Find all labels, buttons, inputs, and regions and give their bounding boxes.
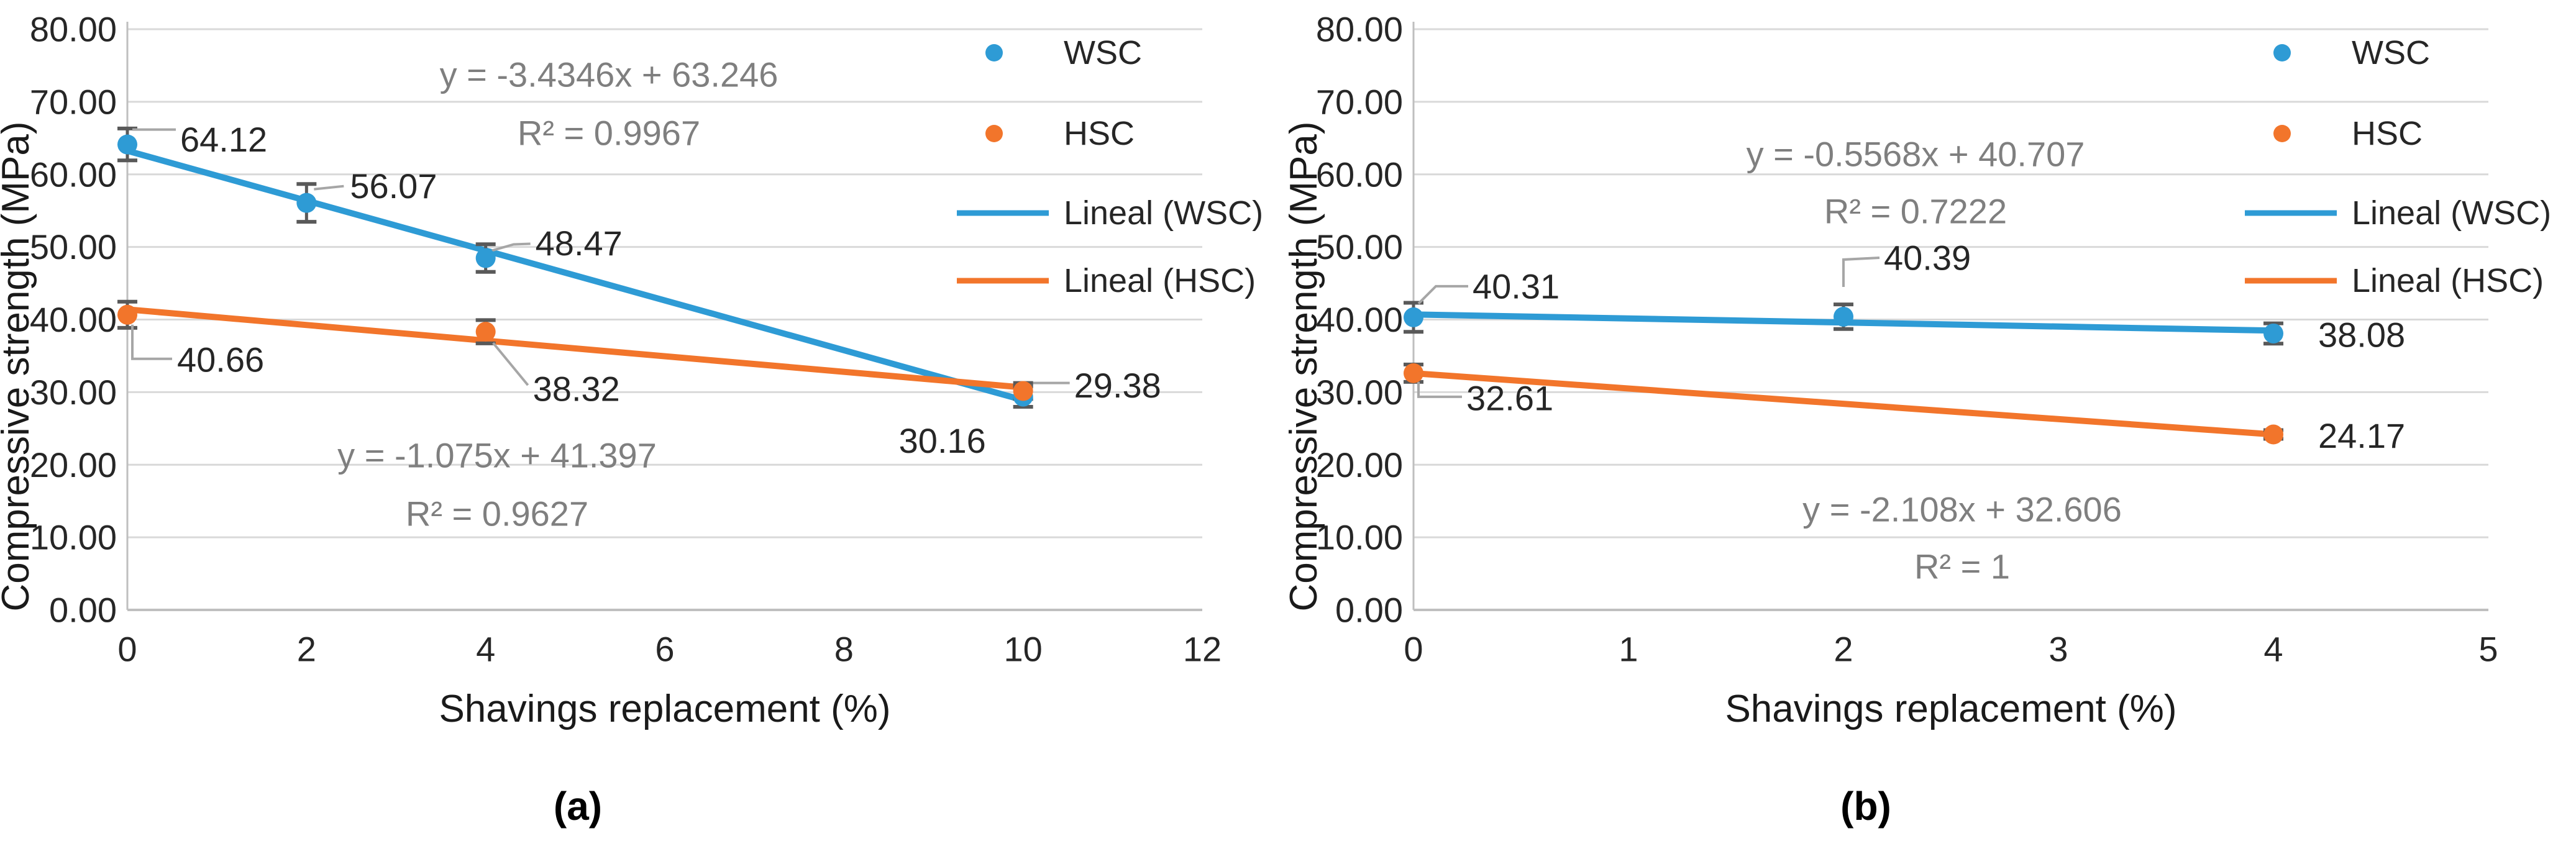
y-tick-label: 70.00 xyxy=(1316,82,1403,121)
data-label-leader xyxy=(491,242,531,252)
legend-label: Lineal (WSC) xyxy=(2352,194,2551,232)
y-tick-label: 40.00 xyxy=(1316,300,1403,339)
y-tick-label: 60.00 xyxy=(1316,155,1403,194)
legend-label: WSC xyxy=(1064,34,1142,71)
data-point-HSC xyxy=(475,322,496,342)
x-tick-label: 3 xyxy=(2048,630,2068,669)
trendline-r-squared: R² = 0.9967 xyxy=(518,114,700,153)
data-point-WSC xyxy=(296,193,317,213)
trendline-Lineal (HSC) xyxy=(124,306,1026,391)
x-tick-label: 2 xyxy=(297,630,316,669)
y-tick-label: 20.00 xyxy=(1316,445,1403,484)
x-tick-label: 6 xyxy=(655,630,674,669)
data-label-HSC: 38.32 xyxy=(533,370,620,409)
data-label-leader xyxy=(131,324,172,360)
data-point-WSC xyxy=(475,248,496,268)
legend-label: Lineal (WSC) xyxy=(1064,194,1263,232)
data-label-HSC: 30.16 xyxy=(899,421,986,460)
data-label-leader xyxy=(492,342,529,386)
legend-marker-WSC xyxy=(2273,44,2291,61)
x-axis-title: Shavings replacement (%) xyxy=(439,688,890,730)
data-label-WSC: 56.07 xyxy=(350,166,437,206)
x-tick-label: 2 xyxy=(1834,630,1853,669)
x-tick-label: 1 xyxy=(1619,630,1638,669)
y-tick-label: 30.00 xyxy=(1316,373,1403,412)
data-point-WSC xyxy=(2263,323,2283,343)
trendline-r-squared: R² = 1 xyxy=(1914,547,2010,586)
data-label-leader xyxy=(1842,256,1880,287)
chart-caption: (b) xyxy=(1840,784,1891,829)
trendline-r-squared: R² = 0.7222 xyxy=(1824,192,2007,231)
trendline-equation: y = -2.108x + 32.606 xyxy=(1802,490,2122,529)
y-tick-label: 40.00 xyxy=(30,300,117,339)
x-tick-label: 5 xyxy=(2478,630,2498,669)
legend-label: Lineal (HSC) xyxy=(2352,262,2544,299)
trendline-Lineal (HSC) xyxy=(1410,370,2277,438)
y-tick-label: 60.00 xyxy=(30,155,117,194)
y-axis-title: Compressive strength (MPa) xyxy=(1288,121,1325,611)
data-label-HSC: 40.66 xyxy=(177,340,264,379)
data-label-leader xyxy=(1417,381,1462,398)
x-tick-label: 0 xyxy=(1404,630,1423,669)
data-point-WSC xyxy=(117,134,137,155)
chart-b-svg: 0.00 10.00 20.00 30.00 40.00 50.00 60.00 70.00 8… xyxy=(1288,10,2551,829)
trendline-equation: y = -1.075x + 41.397 xyxy=(337,436,657,475)
chart-a-panel: 0.00 10.00 20.00 30.00 40.00 50.00 60.00 70.00 8… xyxy=(0,10,1263,829)
y-tick-label: 80.00 xyxy=(30,10,117,49)
y-tick-label: 10.00 xyxy=(1316,518,1403,557)
x-tick-label: 10 xyxy=(1004,630,1043,669)
chart-a-svg: 0.00 10.00 20.00 30.00 40.00 50.00 60.00 70.00 8… xyxy=(0,10,1263,829)
x-tick-label: 4 xyxy=(2263,630,2283,669)
y-tick-label: 10.00 xyxy=(30,518,117,557)
data-label-WSC: 29.38 xyxy=(1074,366,1161,405)
x-axis-title: Shavings replacement (%) xyxy=(1725,688,2176,730)
data-point-HSC xyxy=(117,304,137,325)
data-label-HSC: 32.61 xyxy=(1466,378,1553,417)
data-label-leader xyxy=(314,184,344,191)
legend-marker-WSC xyxy=(985,44,1003,61)
x-tick-label: 12 xyxy=(1183,630,1222,669)
y-tick-label: 70.00 xyxy=(30,82,117,121)
x-tick-label: 4 xyxy=(476,630,495,669)
data-label-WSC: 48.47 xyxy=(536,224,623,263)
data-point-WSC xyxy=(1404,307,1423,327)
x-tick-label: 8 xyxy=(834,630,854,669)
legend-label: HSC xyxy=(2352,115,2423,152)
data-label-WSC: 40.39 xyxy=(1884,238,1971,277)
y-tick-label: 30.00 xyxy=(30,373,117,412)
trendline-r-squared: R² = 0.9627 xyxy=(406,494,588,534)
y-tick-label: 0.00 xyxy=(1335,591,1403,630)
data-label-WSC: 38.08 xyxy=(2318,315,2405,354)
x-tick-label: 0 xyxy=(117,630,137,669)
legend-label: Lineal (HSC) xyxy=(1064,262,1256,299)
data-point-WSC xyxy=(1834,306,1853,327)
data-point-HSC xyxy=(2263,424,2283,445)
trendline-Lineal (WSC) xyxy=(124,147,1026,404)
chart-b-panel: 0.00 10.00 20.00 30.00 40.00 50.00 60.00 70.00 8… xyxy=(1288,0,2576,854)
legend-marker-HSC xyxy=(985,125,1003,142)
y-tick-label: 50.00 xyxy=(30,227,117,266)
legend-marker-HSC xyxy=(2273,125,2291,142)
data-label-leader xyxy=(1417,284,1468,305)
legend-label: HSC xyxy=(1064,115,1135,152)
data-label-WSC: 64.12 xyxy=(180,120,267,159)
data-point-HSC xyxy=(1013,381,1033,401)
y-tick-label: 80.00 xyxy=(1316,10,1403,49)
y-tick-label: 0.00 xyxy=(49,591,117,630)
y-tick-label: 50.00 xyxy=(1316,227,1403,266)
legend-label: WSC xyxy=(2352,34,2430,71)
data-label-HSC: 24.17 xyxy=(2318,416,2405,455)
trendline-equation: y = -0.5568x + 40.707 xyxy=(1747,135,2085,174)
data-label-WSC: 40.31 xyxy=(1473,266,1560,306)
y-axis-title: Compressive strength (MPa) xyxy=(0,121,37,611)
trendline-equation: y = -3.4346x + 63.246 xyxy=(440,55,779,94)
y-tick-label: 20.00 xyxy=(30,445,117,484)
data-point-HSC xyxy=(1404,363,1423,383)
chart-caption: (a) xyxy=(554,784,602,829)
